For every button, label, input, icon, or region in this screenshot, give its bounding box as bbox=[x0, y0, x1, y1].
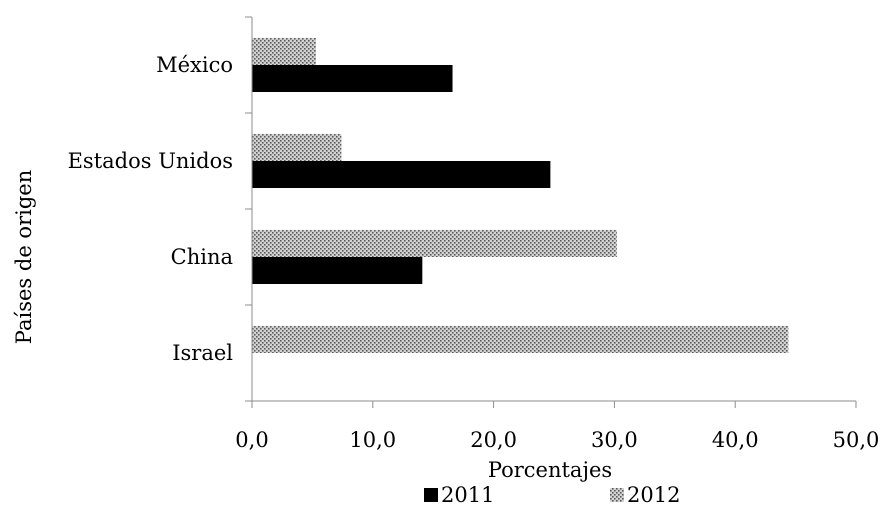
bar-2011-3 bbox=[252, 257, 423, 284]
y-axis-title: Países de origen bbox=[12, 170, 36, 344]
legend-label: 2012 bbox=[627, 483, 680, 507]
category-label: México bbox=[156, 53, 233, 77]
x-tick-label: 10,0 bbox=[349, 428, 396, 452]
legend: 2011 2012 bbox=[424, 483, 680, 507]
bar-2011-1 bbox=[252, 65, 453, 92]
category-label: China bbox=[171, 245, 233, 269]
category-label: Estados Unidos bbox=[68, 149, 233, 173]
x-axis-title: Porcentajes bbox=[488, 458, 612, 482]
bar-2012-3 bbox=[252, 230, 617, 257]
x-tick-label: 30,0 bbox=[591, 428, 638, 452]
x-tick-label: 20,0 bbox=[470, 428, 517, 452]
legend-swatch-2011 bbox=[424, 488, 438, 502]
x-tick-label: 40,0 bbox=[712, 428, 759, 452]
bar-2012-2 bbox=[252, 134, 342, 161]
category-label: Israel bbox=[172, 341, 233, 365]
x-tick-label: 50,0 bbox=[833, 428, 880, 452]
legend-swatch-2012 bbox=[610, 488, 624, 502]
bar-2012-4 bbox=[252, 326, 789, 353]
x-tick-label: 0,0 bbox=[235, 428, 268, 452]
legend-label: 2011 bbox=[441, 483, 494, 507]
bar-2012-1 bbox=[252, 38, 317, 65]
plot-area: México Estados Unidos China Israel 0,0 10,0 20… bbox=[68, 16, 880, 452]
bar-2011-2 bbox=[252, 161, 551, 188]
